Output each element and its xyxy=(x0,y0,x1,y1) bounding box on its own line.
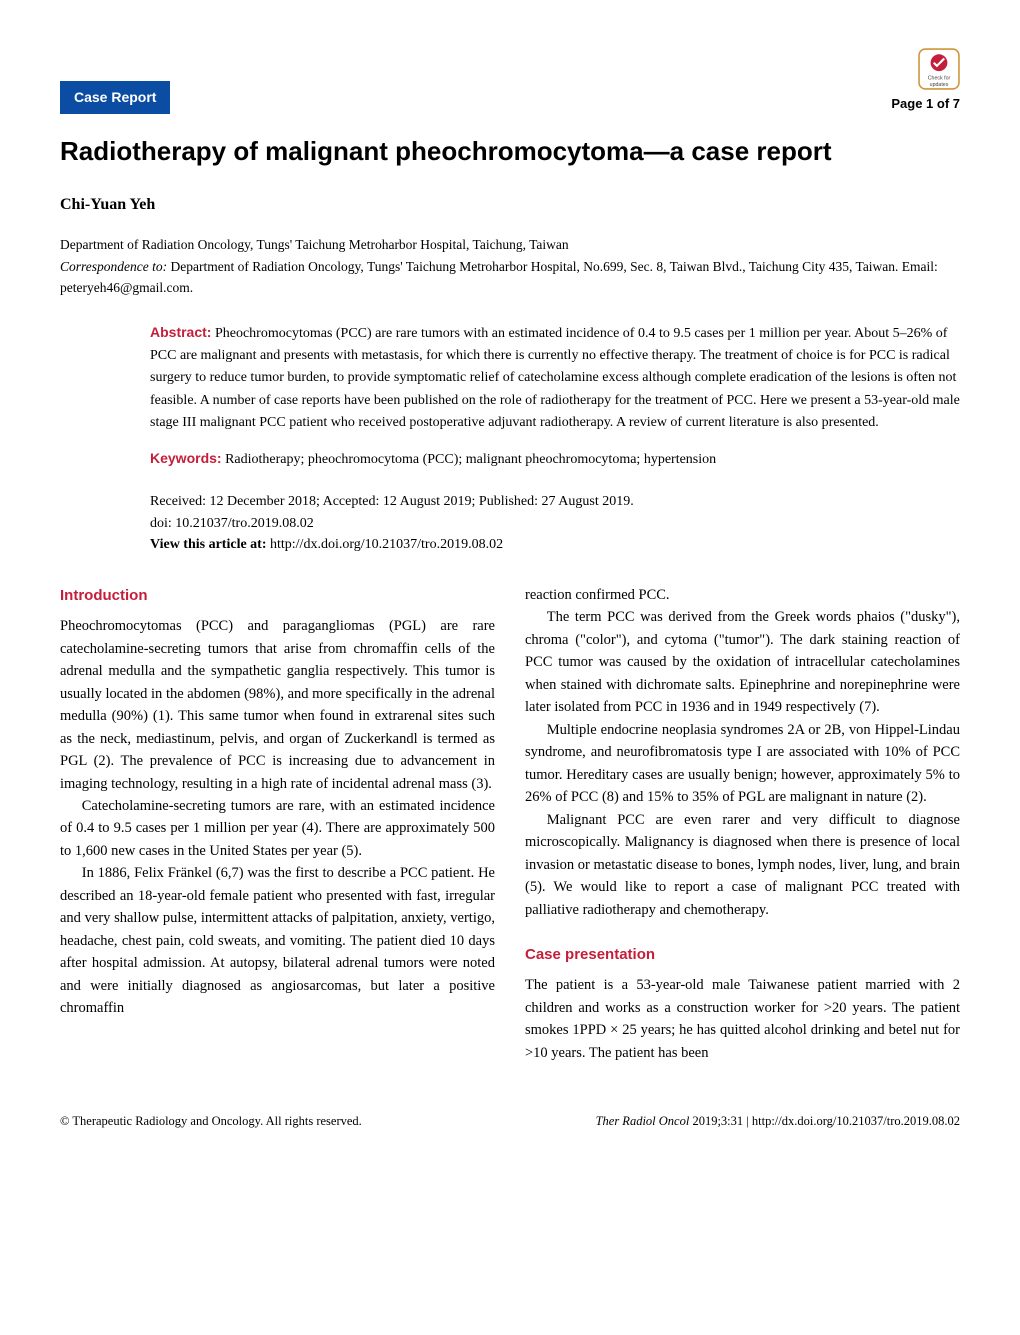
citation-text: 2019;3:31 | http://dx.doi.org/10.21037/t… xyxy=(689,1114,960,1128)
citation: Ther Radiol Oncol 2019;3:31 | http://dx.… xyxy=(596,1112,960,1131)
meta-view: View this article at: http://dx.doi.org/… xyxy=(150,534,960,556)
view-label: View this article at: xyxy=(150,537,267,552)
body-columns: Introduction Pheochromocytomas (PCC) and… xyxy=(60,584,960,1064)
abstract-block: Abstract: Pheochromocytomas (PCC) are ra… xyxy=(150,321,960,471)
svg-text:updates: updates xyxy=(930,82,949,88)
meta-dates: Received: 12 December 2018; Accepted: 12… xyxy=(150,491,960,513)
keywords-text: Radiotherapy; pheochromocytoma (PCC); ma… xyxy=(222,452,717,467)
keywords-label: Keywords: xyxy=(150,450,222,466)
intro-p3-cont: reaction confirmed PCC. xyxy=(525,584,960,606)
page-number: Page 1 of 7 xyxy=(891,94,960,114)
page-footer: © Therapeutic Radiology and Oncology. Al… xyxy=(60,1112,960,1131)
view-url[interactable]: http://dx.doi.org/10.21037/tro.2019.08.0… xyxy=(267,537,504,552)
case-p1: The patient is a 53-year-old male Taiwan… xyxy=(525,974,960,1064)
intro-p6: Malignant PCC are even rarer and very di… xyxy=(525,809,960,921)
header-right: Check for updates Page 1 of 7 xyxy=(891,48,960,114)
meta-doi: doi: 10.21037/tro.2019.08.02 xyxy=(150,513,960,535)
correspondence-text: Department of Radiation Oncology, Tungs'… xyxy=(60,259,938,295)
intro-p5: Multiple endocrine neoplasia syndromes 2… xyxy=(525,719,960,809)
case-report-badge: Case Report xyxy=(60,81,170,114)
correspondence: Correspondence to: Department of Radiati… xyxy=(60,257,960,299)
affiliation: Department of Radiation Oncology, Tungs'… xyxy=(60,235,960,255)
intro-p4: The term PCC was derived from the Greek … xyxy=(525,606,960,718)
right-column: reaction confirmed PCC. The term PCC was… xyxy=(525,584,960,1064)
check-updates-icon[interactable]: Check for updates xyxy=(918,48,960,90)
intro-p1: Pheochromocytomas (PCC) and paragangliom… xyxy=(60,615,495,795)
copyright: © Therapeutic Radiology and Oncology. Al… xyxy=(60,1112,362,1131)
svg-text:Check for: Check for xyxy=(928,76,951,82)
keywords-para: Keywords: Radiotherapy; pheochromocytoma… xyxy=(150,447,960,471)
journal-name: Ther Radiol Oncol xyxy=(596,1114,690,1128)
intro-heading: Introduction xyxy=(60,584,495,607)
page-header: Case Report Check for updates Page 1 of … xyxy=(60,48,960,114)
abstract-text: Pheochromocytomas (PCC) are rare tumors … xyxy=(150,326,960,431)
abstract-label: Abstract: xyxy=(150,324,211,340)
intro-p2: Catecholamine-secreting tumors are rare,… xyxy=(60,795,495,862)
case-heading: Case presentation xyxy=(525,943,960,966)
meta-block: Received: 12 December 2018; Accepted: 12… xyxy=(150,491,960,556)
intro-p3: In 1886, Felix Fränkel (6,7) was the fir… xyxy=(60,862,495,1019)
left-column: Introduction Pheochromocytomas (PCC) and… xyxy=(60,584,495,1064)
abstract-para: Abstract: Pheochromocytomas (PCC) are ra… xyxy=(150,321,960,435)
author-name: Chi-Yuan Yeh xyxy=(60,193,960,217)
correspondence-label: Correspondence to: xyxy=(60,259,167,274)
article-title: Radiotherapy of malignant pheochromocyto… xyxy=(60,132,960,171)
